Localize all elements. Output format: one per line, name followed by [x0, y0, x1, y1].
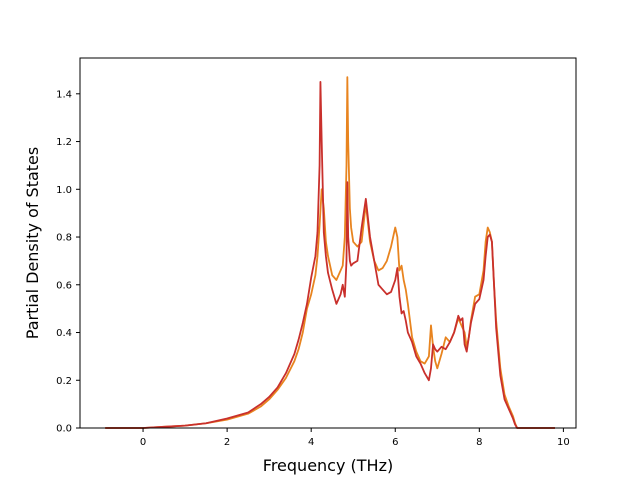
y-tick-label: 0.0 — [56, 424, 72, 435]
x-tick-label: 4 — [308, 437, 314, 448]
y-tick-label: 1.2 — [56, 137, 72, 148]
x-tick-label: 10 — [557, 437, 570, 448]
x-tick-label: 8 — [476, 437, 482, 448]
y-tick-label: 0.8 — [56, 233, 72, 244]
x-tick-label: 2 — [224, 437, 230, 448]
series-layer — [105, 76, 555, 429]
y-axis-label: Partial Density of States — [23, 147, 42, 339]
y-tick-label: 1.4 — [56, 89, 72, 100]
axes-frame — [79, 57, 577, 429]
y-tick-label: 0.4 — [56, 328, 72, 339]
y-axis: 0.0 0.2 0.4 0.6 0.8 1.0 1.2 1.4 — [56, 89, 80, 435]
x-axis: 0 2 4 6 8 10 — [140, 428, 570, 448]
x-tick-label: 6 — [392, 437, 398, 448]
y-tick-label: 0.6 — [56, 280, 72, 291]
series-line-2 — [105, 80, 555, 429]
series-line-1 — [105, 76, 555, 429]
x-axis-label: Frequency (THz) — [263, 456, 393, 475]
y-tick-label: 1.0 — [56, 185, 72, 196]
y-tick-label: 0.2 — [56, 376, 72, 387]
x-tick-label: 0 — [140, 437, 146, 448]
